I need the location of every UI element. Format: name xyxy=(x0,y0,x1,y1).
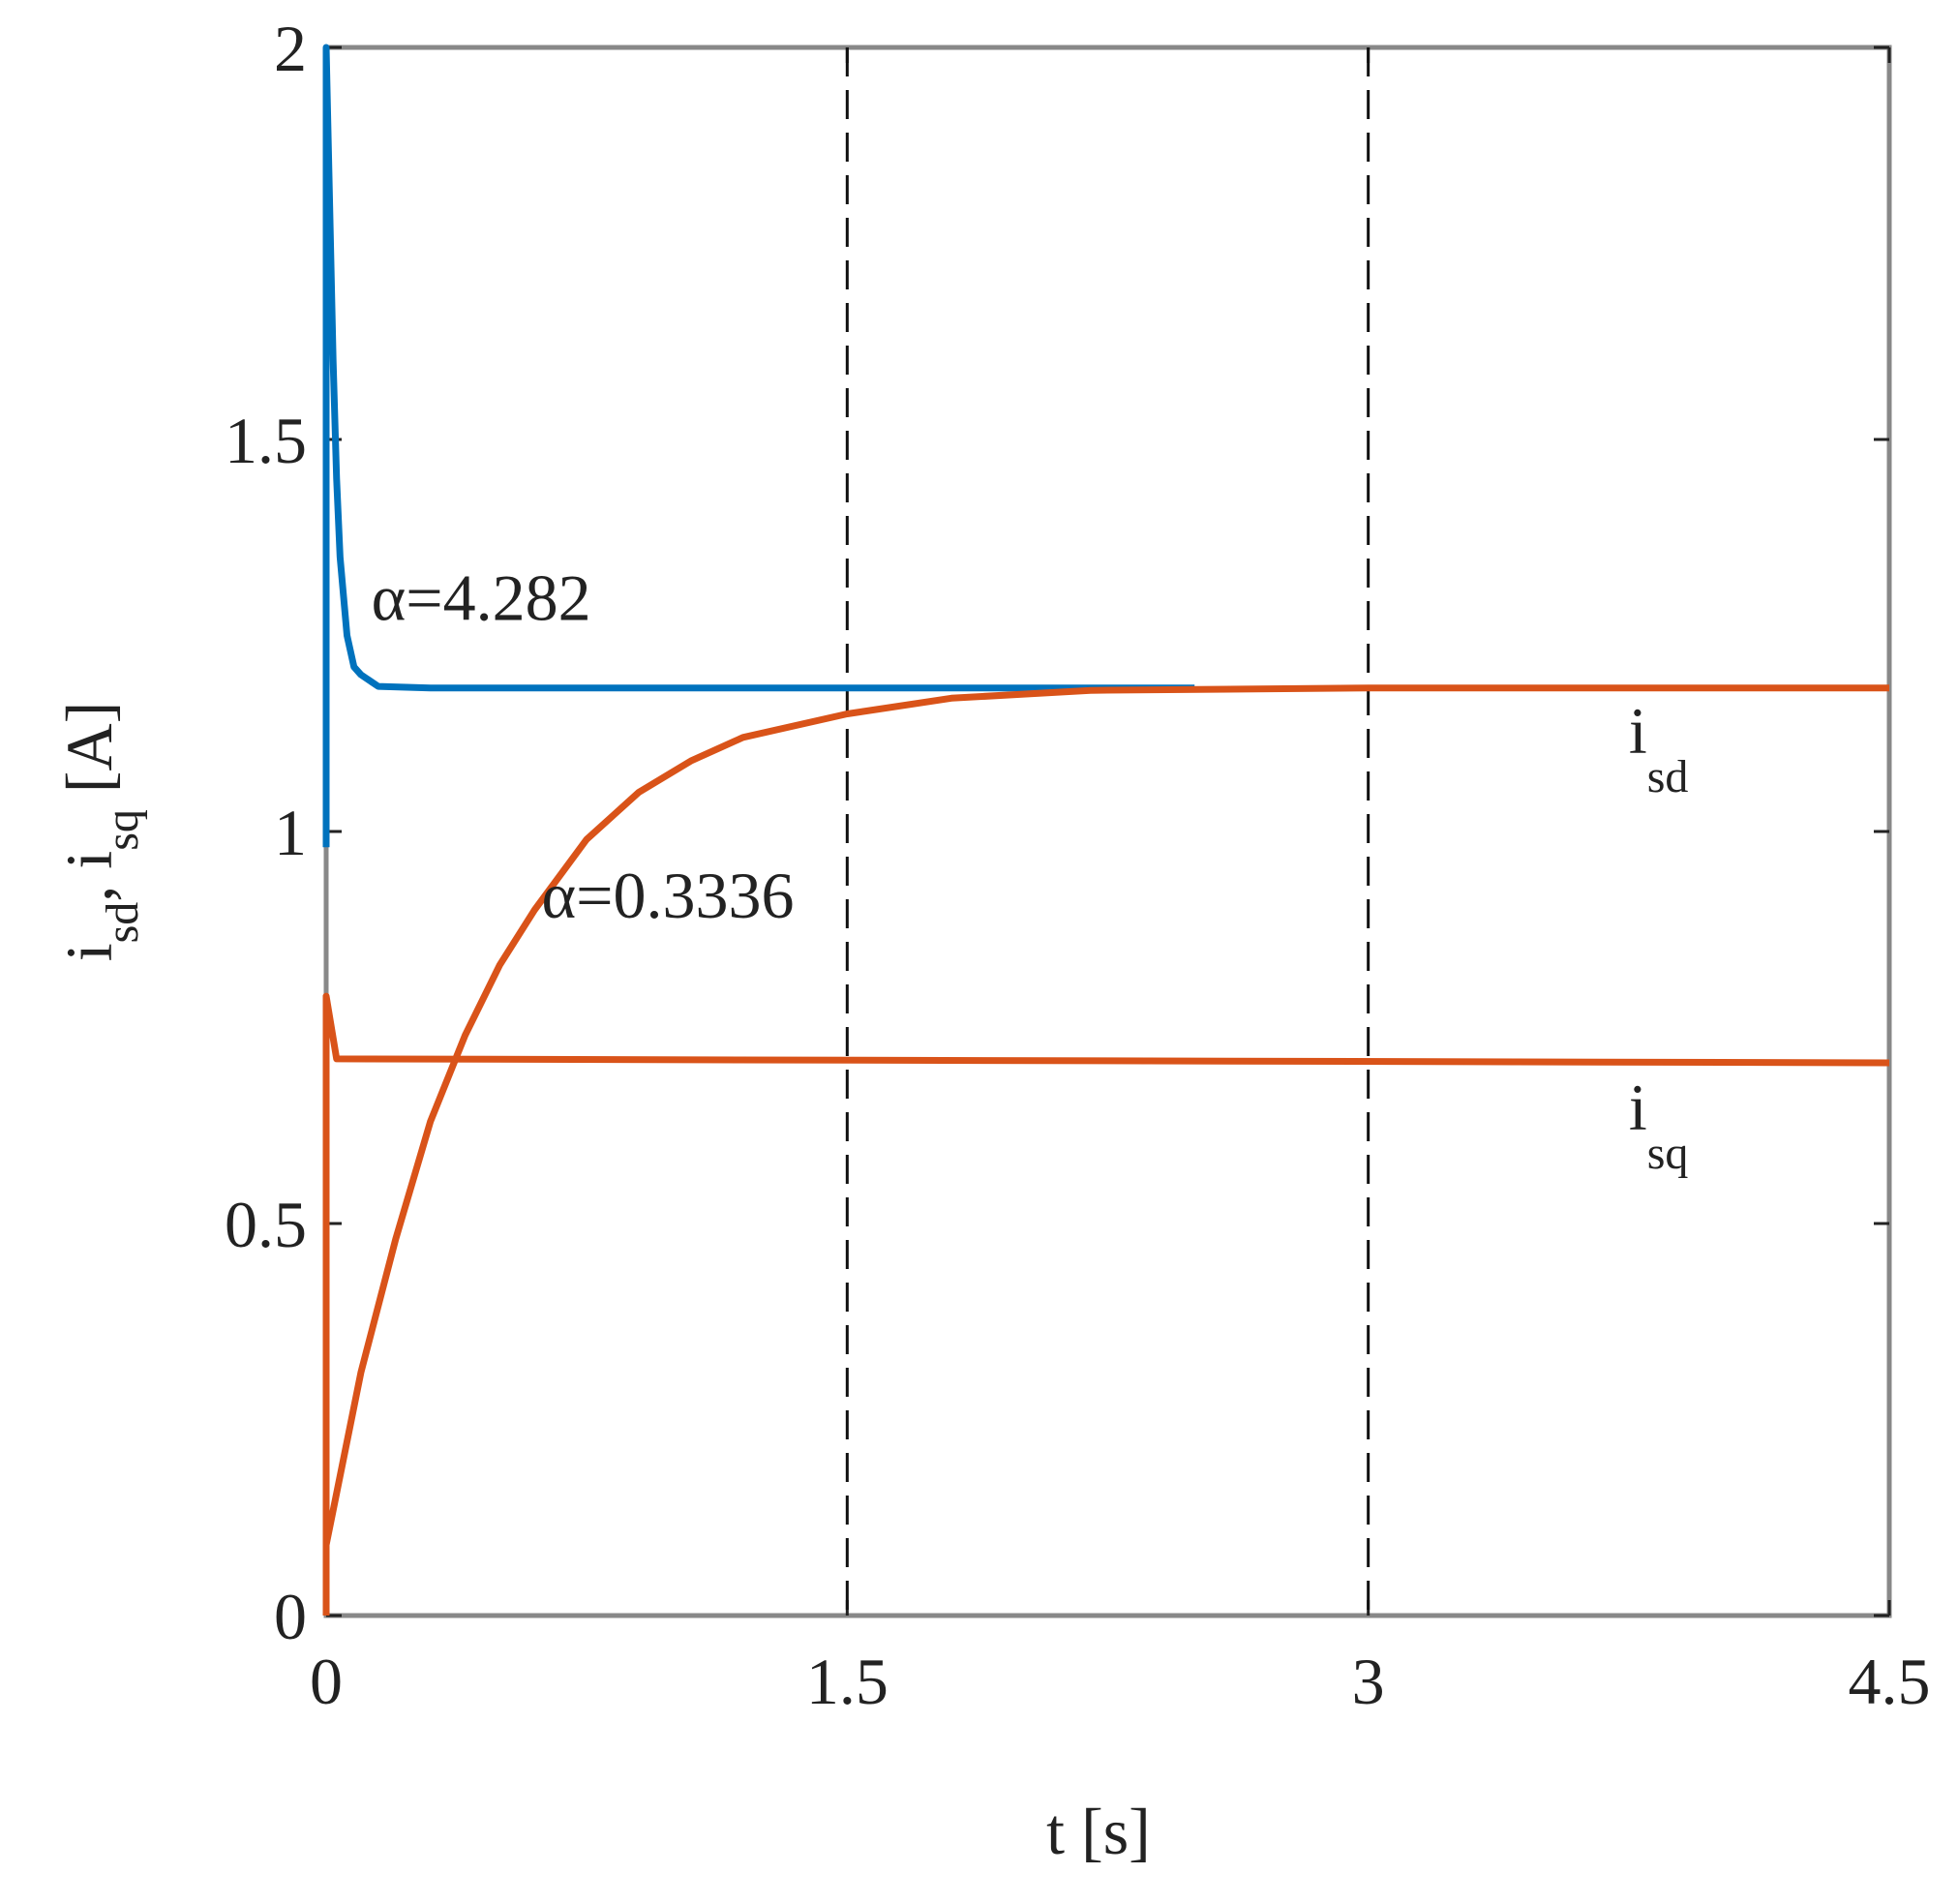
annotation-text: i xyxy=(1629,1071,1647,1144)
y-tick-label: 1.5 xyxy=(225,404,307,477)
y-axis-label-part: , i xyxy=(52,851,126,902)
annotation: isq xyxy=(1629,1071,1689,1179)
x-tick-label: 0 xyxy=(310,1645,343,1718)
y-axis-label-part: sq xyxy=(97,809,148,851)
y-tick-label: 0 xyxy=(274,1580,307,1653)
annotation-text: i xyxy=(1629,694,1647,768)
y-axis-label-part: i xyxy=(52,943,126,961)
y-tick-label: 2 xyxy=(274,12,307,85)
x-axis-label: t [s] xyxy=(1046,1795,1151,1868)
annotation-subscript: sq xyxy=(1647,1128,1689,1179)
x-tick-label: 3 xyxy=(1352,1645,1385,1718)
y-axis-label: isd, isq [A] xyxy=(52,702,148,962)
y-tick-label: 1 xyxy=(274,796,307,869)
annotation-text: α=0.3336 xyxy=(542,859,795,932)
y-tick-label: 0.5 xyxy=(225,1188,307,1261)
data-line xyxy=(322,684,1889,1546)
annotation-text: α=4.282 xyxy=(372,560,591,634)
data-line xyxy=(322,992,1890,1616)
annotation: α=4.282 xyxy=(372,560,591,634)
annotation: isd xyxy=(1629,694,1689,802)
annotation-subscript: sd xyxy=(1647,751,1689,802)
data-line xyxy=(322,44,1195,848)
plot-frame xyxy=(323,45,1892,1618)
annotation: α=0.3336 xyxy=(542,859,795,932)
x-tick-label: 4.5 xyxy=(1849,1645,1931,1718)
y-axis-label-part: [A] xyxy=(52,702,126,809)
x-tick-label: 1.5 xyxy=(806,1645,889,1718)
y-axis-label-part: sd xyxy=(97,902,148,944)
